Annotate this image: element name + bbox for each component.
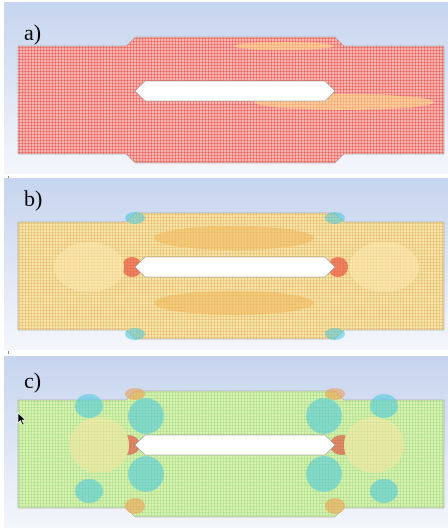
obstacle: [134, 434, 336, 456]
panel-label-b: b): [24, 186, 43, 211]
obstacle: [134, 256, 336, 278]
field-contours: [54, 212, 419, 340]
panel-label-a: a): [24, 20, 42, 45]
mouse-cursor-icon: [17, 412, 27, 426]
mesh-panel-b: b): [4, 178, 448, 350]
mesh-panel-c: c): [4, 356, 448, 528]
mesh-panel-a: a): [4, 2, 448, 174]
mesh-image-c: [4, 356, 448, 528]
mesh-image-a: [4, 2, 448, 174]
field-contours: [69, 388, 404, 514]
panel-label-c: c): [24, 368, 42, 393]
mesh-image-b: [4, 178, 448, 350]
obstacle: [134, 80, 336, 102]
